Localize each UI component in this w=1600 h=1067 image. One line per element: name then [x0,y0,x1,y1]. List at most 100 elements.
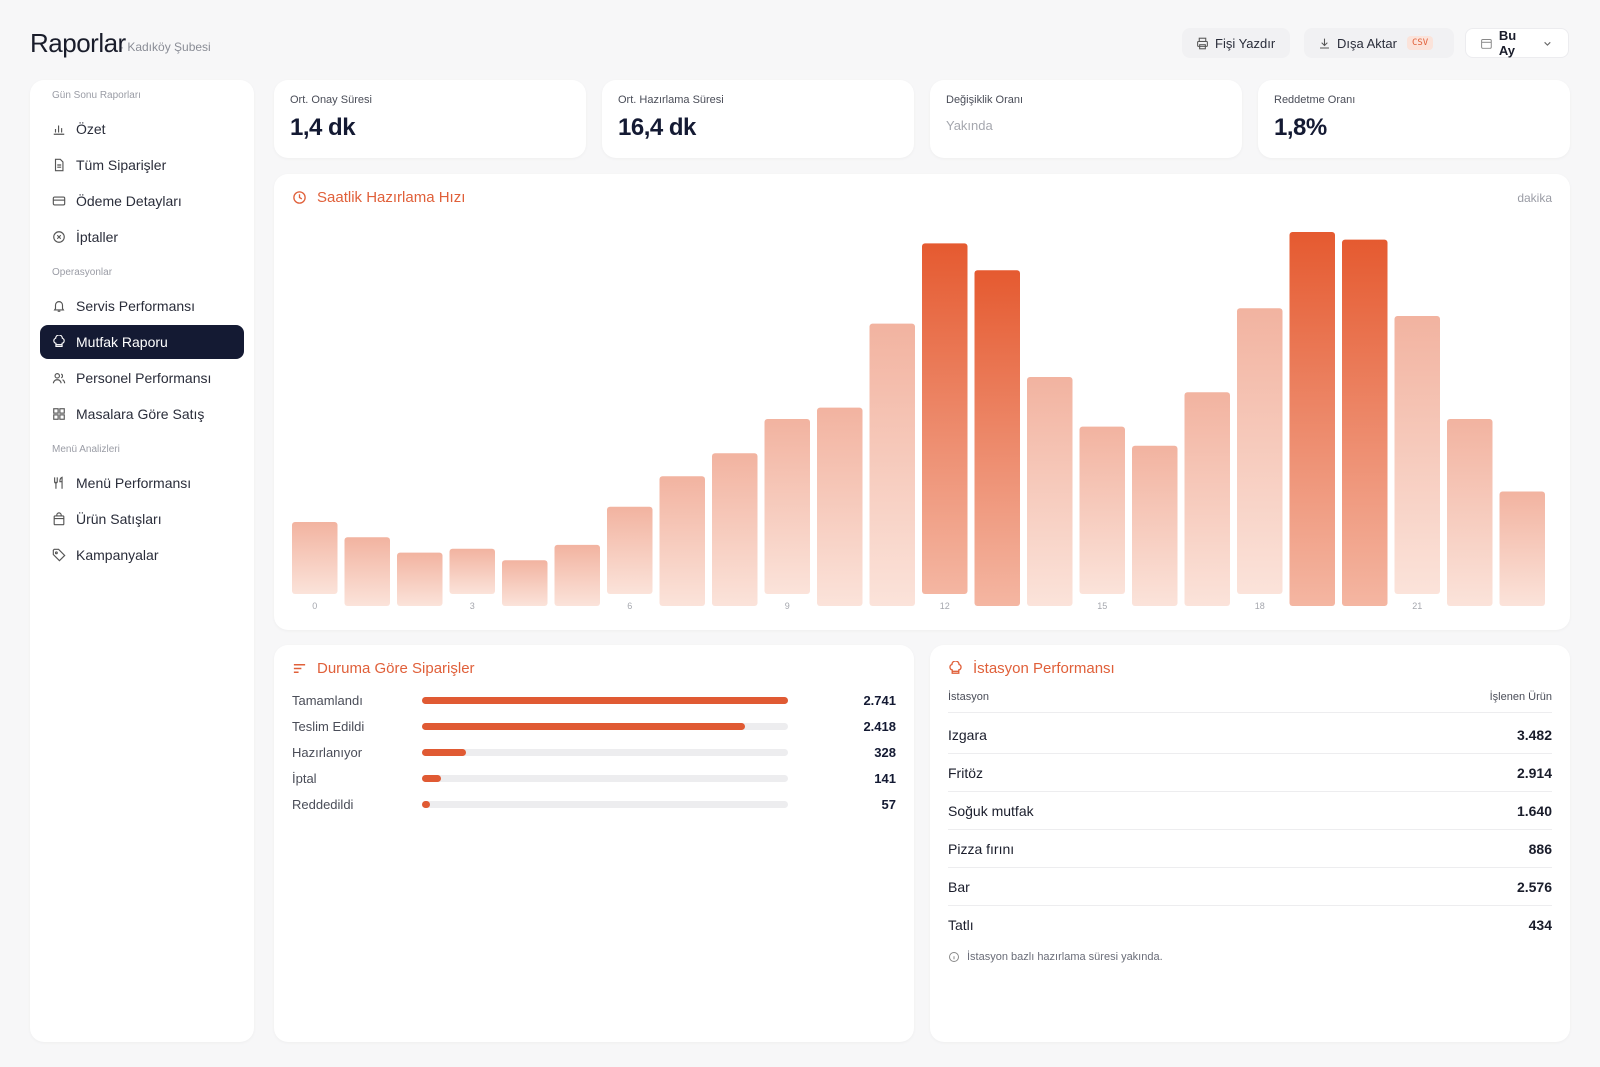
sidebar-item-summary[interactable]: Özet [40,112,244,146]
sidebar-item-service-performance[interactable]: Servis Performansı [40,289,244,323]
sidebar-item-all-orders[interactable]: Tüm Siparişler [40,148,244,182]
status-row: Tamamlandı 2.741 [292,687,896,713]
station-name: Pizza fırını [948,840,1015,857]
sidebar-item-label: Menü Performansı [76,475,192,491]
sidebar-item-campaigns[interactable]: Kampanyalar [40,538,244,572]
bar-hour-14[interactable] [1027,377,1073,606]
stat-label: Ort. Onay Süresi [290,94,372,106]
sidebar-item-label: Kampanyalar [76,547,159,563]
station-note-text: İstasyon bazlı hazırlama süresi yakında. [967,951,1163,963]
bar-hour-6[interactable] [607,506,653,594]
sidebar-item-sales-by-table[interactable]: Masalara Göre Satış [40,397,244,431]
chart-title-label: Saatlik Hazırlama Hızı [317,189,466,206]
station-performance-card: İstasyon Performansı İstasyon İşlenen Ür… [930,645,1570,1042]
status-row: Teslim Edildi 2.418 [292,713,896,739]
x-tick-label: 12 [940,601,950,611]
hourly-bar-chart: 0 3 6 9 12 15 18 21 [292,232,1546,611]
bar-hour-17[interactable] [1184,392,1231,606]
clock-icon [293,191,306,204]
table-row: Tatlı 434 [948,906,1552,944]
branch-name: · Kadıköy Şubesi [120,40,211,54]
status-bar-track [422,748,788,756]
status-bar-track [422,722,788,730]
orders-by-status-card: Duruma Göre Siparişler Tamamlandı 2.741 Te… [274,645,914,1042]
bar-hour-3[interactable] [449,548,496,594]
stat-label: Ort. Hazırlama Süresi [618,94,724,106]
status-bar-fill [422,722,745,730]
bar-hour-12[interactable] [922,243,968,594]
sidebar-item-label: Ürün Satışları [76,511,162,527]
bar-hour-21[interactable] [1394,316,1441,594]
station-value: 2.914 [1516,764,1552,781]
sidebar-item-cancellations[interactable]: İptaller [40,220,244,254]
print-receipt-label: Fişi Yazdır [1215,35,1276,51]
status-bar-track [422,800,788,808]
stat-value: 1,4 dk [290,114,356,141]
sidebar-item-payment-details[interactable]: Ödeme Detayları [40,184,244,218]
credit-card-icon [52,196,66,206]
status-label: Tamamlandı [292,692,363,708]
bar-hour-7[interactable] [659,476,706,606]
sidebar-item-menu-performance[interactable]: Menü Performansı [40,466,244,500]
bar-hour-19[interactable] [1289,232,1336,606]
stat-value: 16,4 dk [618,114,696,141]
table-row: Fritöz 2.914 [948,754,1552,792]
period-select[interactable]: Bu Ay [1465,28,1569,58]
station-name: Tatlı [948,917,974,933]
bar-hour-4[interactable] [502,560,548,606]
status-value: 141 [874,770,896,786]
bar-hour-20[interactable] [1342,239,1388,606]
status-bar-fill [422,748,466,756]
status-bar-track [422,774,788,782]
printer-icon [1197,37,1208,49]
bar-hour-8[interactable] [712,453,758,606]
bell-icon [53,301,65,312]
bar-hour-10[interactable] [817,407,863,606]
sidebar-section-title: Menü Analizleri [52,444,120,455]
info-icon [949,952,959,962]
tag-icon [52,548,66,562]
bar-hour-16[interactable] [1132,445,1178,606]
bar-hour-23[interactable] [1499,491,1546,607]
utensils-icon [54,476,63,489]
bar-hour-0[interactable] [292,522,338,594]
sidebar-item-product-sales[interactable]: Ürün Satışları [40,502,244,536]
station-name: Fritöz [948,764,983,781]
sidebar-item-kitchen-report[interactable]: Mutfak Raporu [40,325,244,359]
bar-hour-5[interactable] [554,544,601,606]
calendar-icon [1481,38,1492,49]
stat-card-avg-approval: Ort. Onay Süresi 1,4 dk [274,80,586,158]
stat-label: Reddetme Oranı [1274,94,1356,106]
x-tick-label: 21 [1412,601,1422,611]
stat-value: 1,8% [1274,114,1327,141]
chart-unit-label: dakika [1517,191,1552,205]
bar-hour-9[interactable] [764,419,811,594]
bar-hour-22[interactable] [1447,419,1493,606]
print-receipt-button[interactable]: Fişi Yazdır [1182,28,1290,58]
x-tick-label: 3 [470,601,475,611]
bar-hour-1[interactable] [344,537,391,606]
chef-hat-icon [949,661,962,674]
station-value: 1.640 [1516,802,1552,819]
station-name: Izgara [948,726,987,743]
export-label: Dışa Aktar [1337,35,1397,51]
status-bar-fill [422,696,788,704]
x-tick-label: 9 [785,601,790,611]
bar-hour-18[interactable] [1237,308,1283,594]
status-label: İptal [292,770,317,786]
station-table-header: İstasyon İşlenen Ürün [948,691,1552,713]
page-header: Raporlar · Kadıköy Şubesi Fişi Yazdır Dı… [0,0,1600,80]
x-tick-label: 0 [312,601,317,611]
status-row: Hazırlanıyor 328 [292,739,896,765]
bar-hour-11[interactable] [869,323,916,606]
sidebar-item-staff-performance[interactable]: Personel Performansı [40,361,244,395]
table-row: Bar 2.576 [948,868,1552,906]
export-button[interactable]: Dışa Aktar CSV [1304,28,1454,58]
station-value: 434 [1528,917,1552,933]
station-name: Soğuk mutfak [948,802,1034,819]
chart-title: Saatlik Hazırlama Hızı [292,189,465,206]
status-value: 328 [874,744,896,760]
bar-hour-2[interactable] [397,552,443,606]
bar-hour-13[interactable] [974,270,1021,606]
bar-hour-15[interactable] [1079,426,1126,594]
